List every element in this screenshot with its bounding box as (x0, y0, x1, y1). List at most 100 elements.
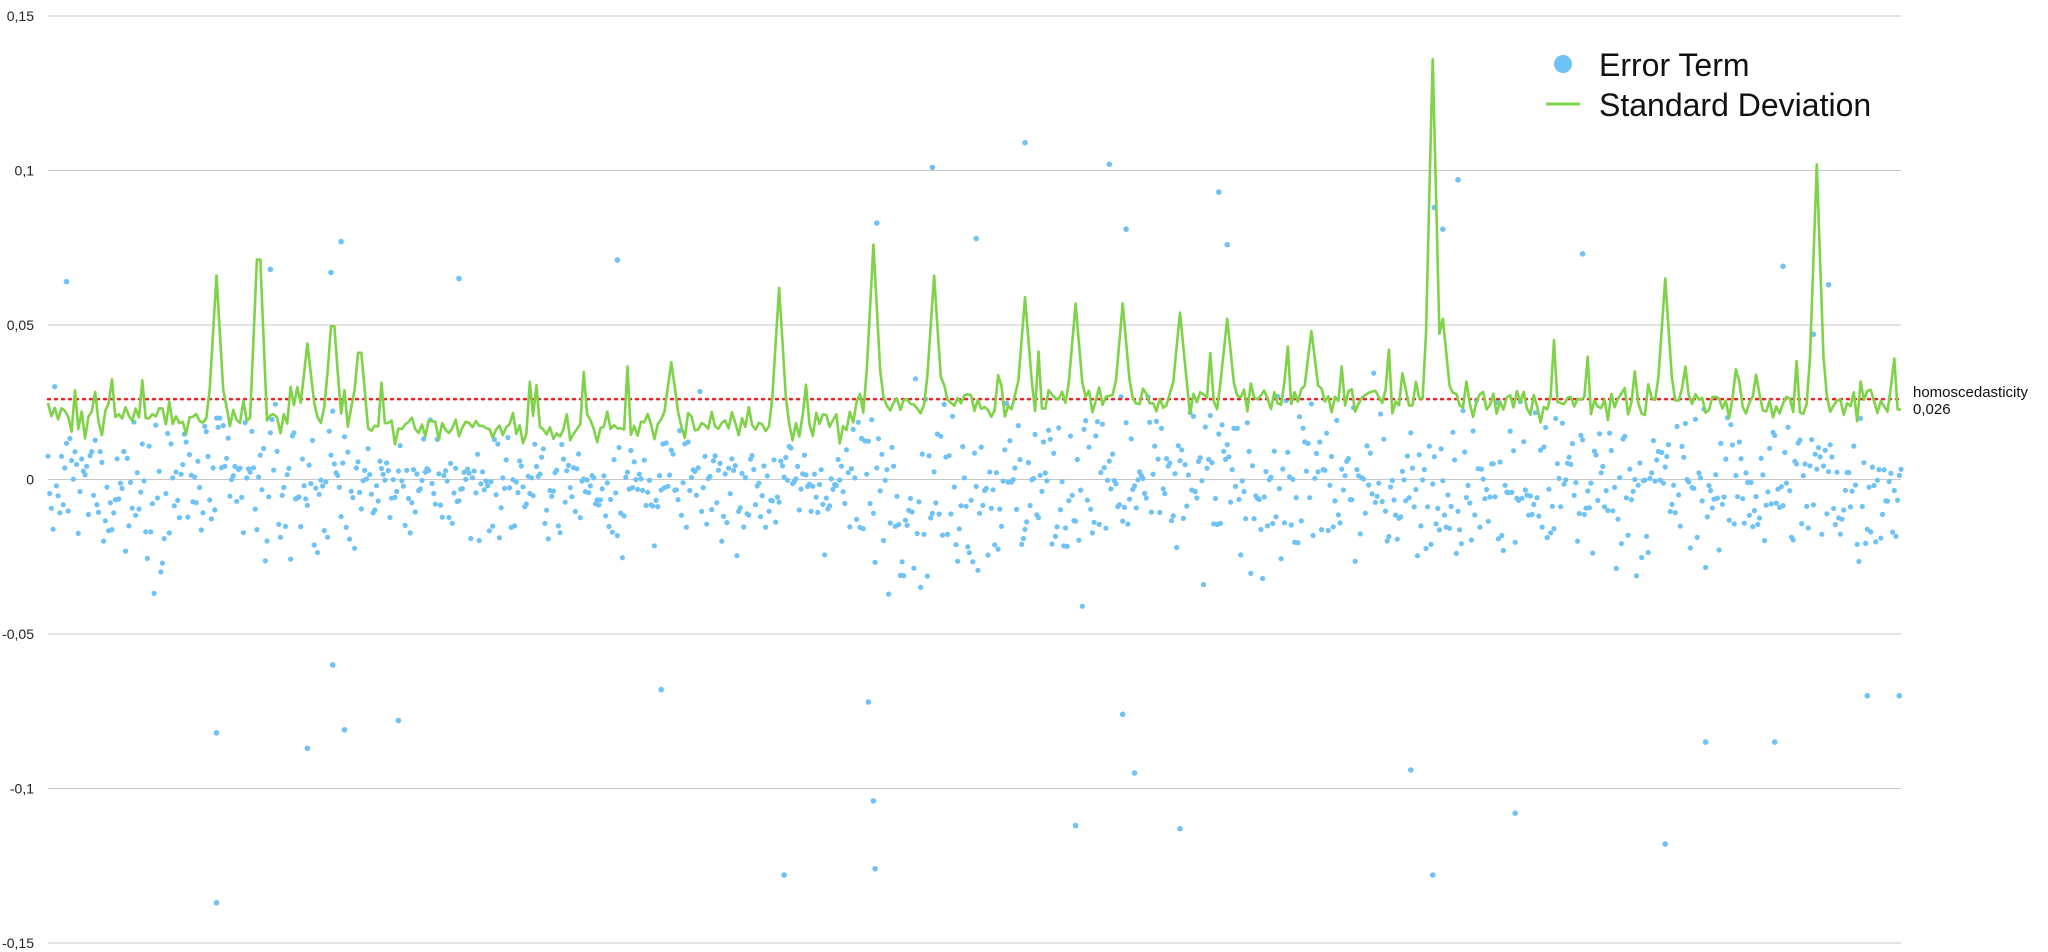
error-point (1281, 520, 1288, 526)
error-point (1030, 475, 1037, 482)
error-point (1888, 470, 1894, 476)
error-point (1465, 482, 1471, 489)
error-point (731, 467, 737, 473)
error-point (378, 465, 385, 472)
error-point (816, 481, 823, 488)
error-point (1194, 495, 1200, 501)
error-point (673, 487, 679, 493)
error-point (1081, 426, 1087, 432)
error-point (234, 498, 240, 504)
error-point (1059, 479, 1065, 485)
error-point (1753, 494, 1759, 500)
error-point (375, 498, 381, 504)
error-point (365, 446, 371, 452)
error-point (1217, 520, 1223, 527)
error-point (663, 440, 669, 446)
error-point (966, 550, 973, 556)
error-point (822, 552, 828, 558)
error-point (175, 497, 181, 503)
error-point (466, 470, 472, 476)
error-point (205, 453, 211, 460)
error-point (938, 433, 944, 439)
error-point (904, 522, 910, 528)
error-point (1106, 458, 1112, 464)
error-point (929, 510, 936, 516)
error-point (1421, 466, 1427, 473)
error-point (1017, 457, 1023, 463)
error-point (426, 467, 432, 474)
error-point (867, 500, 873, 507)
error-point (328, 452, 334, 458)
error-point (247, 469, 253, 475)
error-point (1133, 505, 1139, 511)
error-point (1185, 472, 1191, 478)
error-point (1679, 443, 1685, 449)
error-point (1339, 466, 1345, 472)
error-point (1826, 469, 1832, 475)
error-point (779, 463, 786, 469)
error-point (259, 487, 265, 493)
error-point (1315, 469, 1321, 475)
error-point (961, 475, 968, 481)
error-point (410, 467, 417, 473)
error-point (87, 453, 93, 459)
error-point (1837, 531, 1843, 537)
y-tick-label: 0 (26, 472, 34, 488)
error-point (1340, 487, 1346, 493)
error-point (1750, 524, 1756, 530)
error-point (1135, 477, 1141, 483)
error-point (1896, 472, 1902, 478)
error-point (796, 507, 802, 513)
error-point (1099, 421, 1106, 427)
error-point (1618, 541, 1624, 547)
error-point (810, 483, 816, 489)
error-point (843, 447, 850, 453)
error-point (1487, 494, 1493, 500)
error-point (1052, 533, 1058, 540)
error-point (1201, 582, 1207, 588)
error-point (528, 475, 535, 481)
error-point (329, 662, 336, 668)
error-point (1593, 452, 1599, 458)
error-point (1369, 491, 1375, 497)
error-point (1131, 483, 1138, 489)
error-point (1874, 477, 1880, 483)
error-point (719, 538, 725, 544)
error-point (1241, 488, 1247, 495)
error-point (1856, 558, 1862, 565)
error-point (94, 502, 100, 508)
error-point (1642, 477, 1648, 483)
error-point (955, 558, 961, 564)
error-point (346, 536, 353, 542)
error-point (372, 507, 378, 513)
error-point (1460, 408, 1466, 414)
error-point (889, 444, 895, 450)
error-point (1051, 450, 1057, 456)
error-point (1512, 539, 1518, 545)
error-point (1738, 456, 1744, 462)
error-point (208, 516, 214, 522)
error-point (919, 451, 925, 457)
error-point (1834, 469, 1840, 475)
error-point (90, 492, 97, 498)
error-point (838, 463, 845, 469)
error-point (77, 488, 83, 495)
error-point (1785, 424, 1791, 430)
error-point (995, 546, 1001, 552)
error-point (574, 466, 580, 472)
error-point (1665, 442, 1672, 448)
error-point (136, 506, 142, 512)
error-point (886, 591, 892, 597)
error-point (692, 468, 698, 474)
error-point (544, 507, 550, 513)
error-point (1647, 475, 1653, 481)
error-point (1841, 507, 1847, 513)
error-point (751, 466, 757, 473)
error-point (1842, 487, 1848, 493)
error-point (384, 460, 390, 466)
error-point (1298, 518, 1304, 524)
error-point (343, 524, 349, 530)
error-point (1318, 527, 1325, 533)
error-point (1879, 511, 1886, 517)
error-point (1307, 495, 1313, 501)
